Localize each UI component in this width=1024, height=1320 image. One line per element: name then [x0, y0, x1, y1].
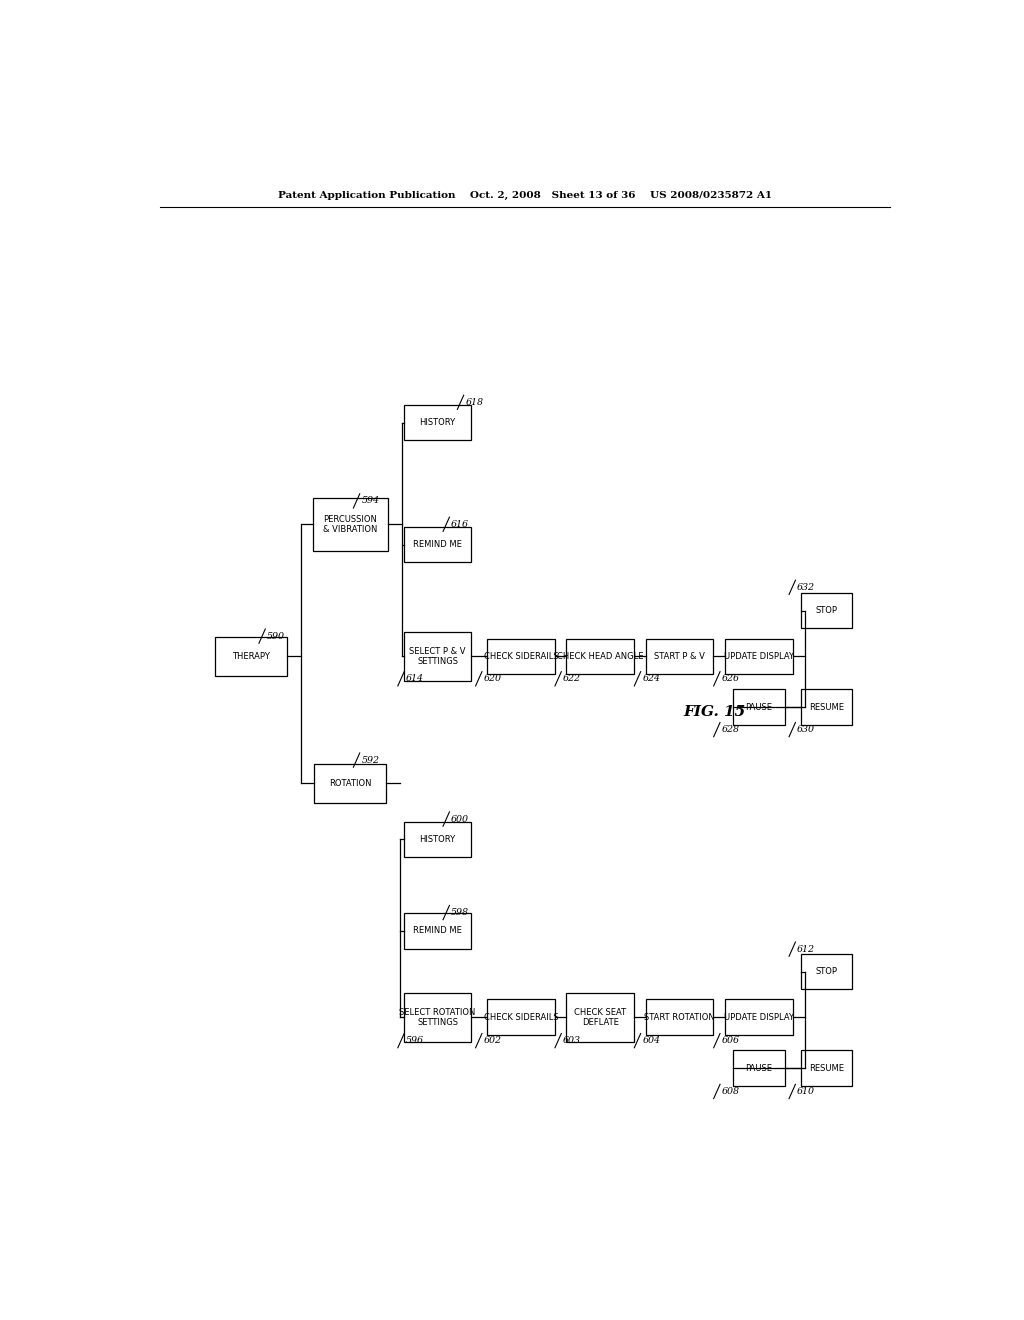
FancyBboxPatch shape: [487, 639, 555, 675]
Text: 594: 594: [361, 496, 379, 506]
Text: CHECK SIDERAILS: CHECK SIDERAILS: [483, 1012, 558, 1022]
Text: 610: 610: [797, 1086, 815, 1096]
Text: 606: 606: [722, 1036, 739, 1045]
Text: START P & V: START P & V: [654, 652, 705, 661]
Text: HISTORY: HISTORY: [420, 418, 456, 428]
Text: FIG. 15: FIG. 15: [684, 705, 745, 719]
Text: 598: 598: [451, 908, 469, 917]
Text: RESUME: RESUME: [809, 702, 844, 711]
Text: CHECK SIDERAILS: CHECK SIDERAILS: [483, 652, 558, 661]
Text: UPDATE DISPLAY: UPDATE DISPLAY: [724, 652, 794, 661]
Text: 632: 632: [797, 583, 815, 591]
Text: REMIND ME: REMIND ME: [413, 540, 462, 549]
Text: 608: 608: [722, 1086, 739, 1096]
FancyBboxPatch shape: [725, 999, 793, 1035]
Text: 600: 600: [451, 814, 469, 824]
Text: SELECT ROTATION
SETTINGS: SELECT ROTATION SETTINGS: [399, 1007, 476, 1027]
Text: ROTATION: ROTATION: [329, 779, 372, 788]
Text: 624: 624: [642, 675, 660, 684]
Text: 630: 630: [797, 725, 815, 734]
Text: 603: 603: [563, 1036, 581, 1045]
Text: PAUSE: PAUSE: [745, 1064, 772, 1073]
FancyBboxPatch shape: [733, 689, 784, 725]
Text: Patent Application Publication    Oct. 2, 2008   Sheet 13 of 36    US 2008/02358: Patent Application Publication Oct. 2, 2…: [278, 191, 772, 199]
Text: REMIND ME: REMIND ME: [413, 927, 462, 936]
FancyBboxPatch shape: [487, 999, 555, 1035]
FancyBboxPatch shape: [403, 527, 471, 562]
Text: CHECK HEAD ANGLE: CHECK HEAD ANGLE: [557, 652, 643, 661]
FancyBboxPatch shape: [312, 498, 388, 550]
Text: 620: 620: [483, 675, 502, 684]
FancyBboxPatch shape: [403, 993, 471, 1041]
Text: 612: 612: [797, 945, 815, 953]
Text: STOP: STOP: [815, 968, 838, 975]
Text: START ROTATION: START ROTATION: [644, 1012, 715, 1022]
Text: 616: 616: [451, 520, 469, 529]
Text: 596: 596: [406, 1036, 424, 1045]
Text: 618: 618: [465, 397, 483, 407]
FancyBboxPatch shape: [403, 913, 471, 949]
FancyBboxPatch shape: [725, 639, 793, 675]
FancyBboxPatch shape: [801, 1051, 852, 1086]
FancyBboxPatch shape: [403, 405, 471, 441]
Text: PAUSE: PAUSE: [745, 702, 772, 711]
FancyBboxPatch shape: [566, 639, 634, 675]
FancyBboxPatch shape: [215, 638, 287, 676]
FancyBboxPatch shape: [566, 993, 634, 1041]
Text: UPDATE DISPLAY: UPDATE DISPLAY: [724, 1012, 794, 1022]
Text: CHECK SEAT
DEFLATE: CHECK SEAT DEFLATE: [574, 1007, 627, 1027]
FancyBboxPatch shape: [646, 639, 714, 675]
Text: THERAPY: THERAPY: [232, 652, 270, 661]
Text: PERCUSSION
& VIBRATION: PERCUSSION & VIBRATION: [323, 515, 378, 535]
Text: 614: 614: [406, 675, 424, 684]
Text: 628: 628: [722, 725, 739, 734]
FancyBboxPatch shape: [801, 689, 852, 725]
Text: 626: 626: [722, 675, 739, 684]
FancyBboxPatch shape: [801, 954, 852, 989]
FancyBboxPatch shape: [646, 999, 714, 1035]
Text: RESUME: RESUME: [809, 1064, 844, 1073]
Text: 622: 622: [563, 675, 581, 684]
Text: HISTORY: HISTORY: [420, 834, 456, 843]
Text: 592: 592: [361, 755, 379, 764]
FancyBboxPatch shape: [733, 1051, 784, 1086]
FancyBboxPatch shape: [403, 632, 471, 681]
Text: STOP: STOP: [815, 606, 838, 615]
Text: 590: 590: [267, 631, 285, 640]
FancyBboxPatch shape: [314, 764, 386, 803]
Text: 602: 602: [483, 1036, 502, 1045]
Text: 604: 604: [642, 1036, 660, 1045]
FancyBboxPatch shape: [801, 593, 852, 628]
Text: SELECT P & V
SETTINGS: SELECT P & V SETTINGS: [410, 647, 466, 667]
FancyBboxPatch shape: [403, 821, 471, 857]
